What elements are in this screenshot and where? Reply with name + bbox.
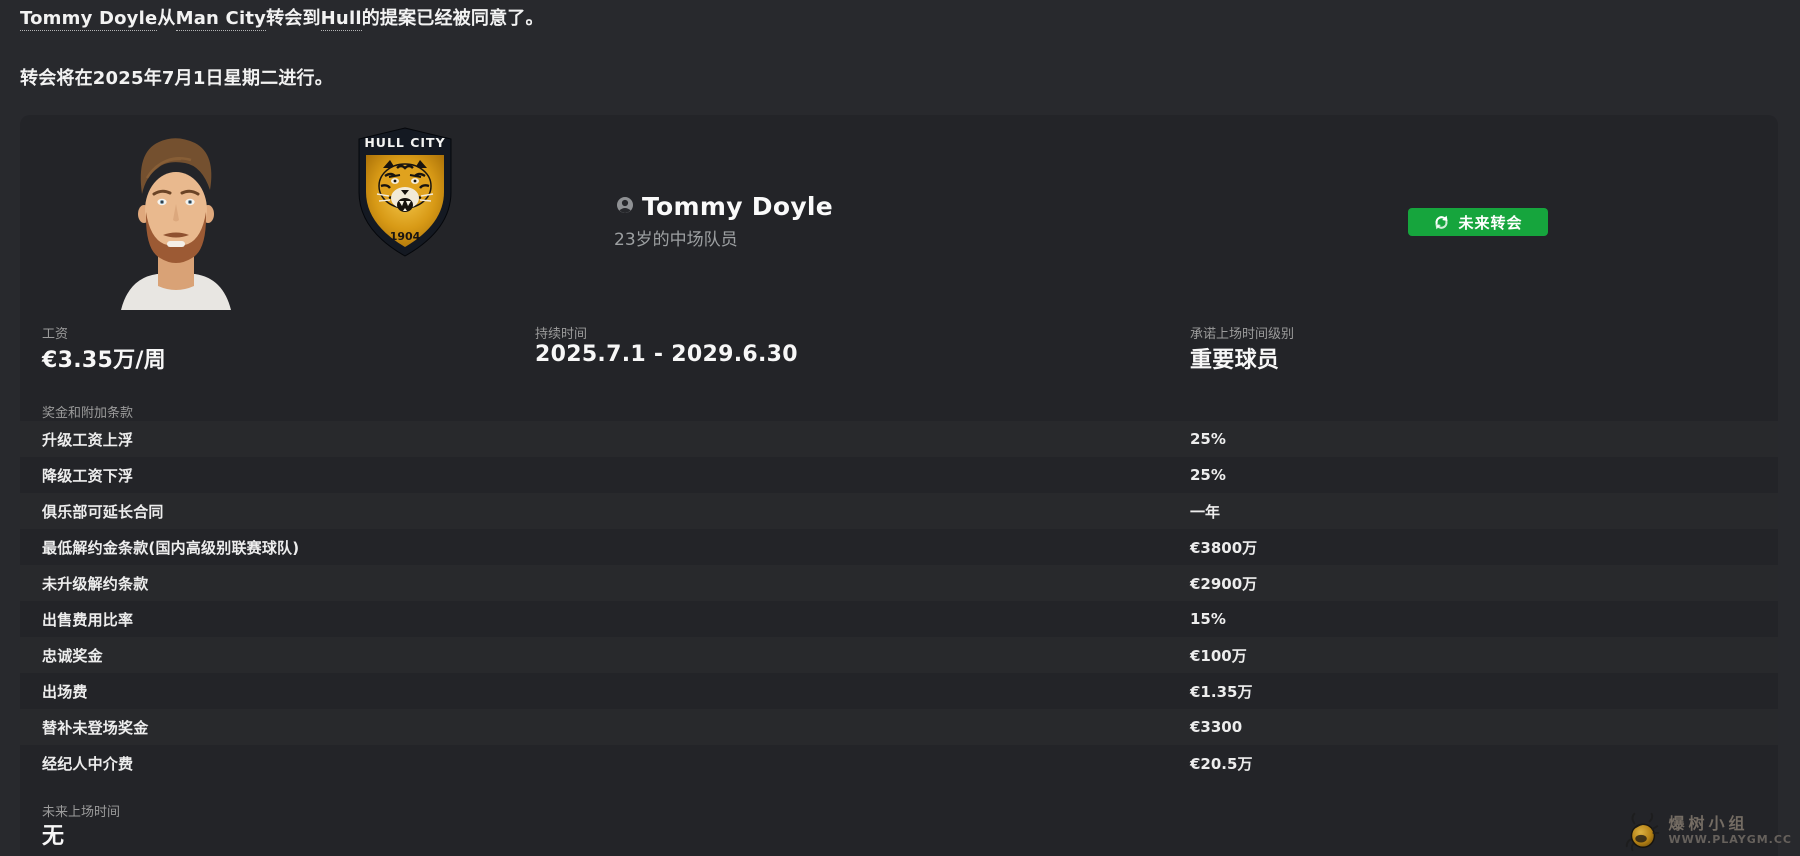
row-label: 升级工资上浮 — [42, 430, 134, 449]
headline-text: 从 — [157, 8, 176, 29]
watermark-group-name: 爆树小组 — [1668, 814, 1749, 834]
row-label: 出售费用比率 — [42, 610, 134, 629]
row-value: 25% — [1190, 430, 1226, 448]
transfer-date-line: 转会将在2025年7月1日星期二进行。 — [20, 68, 333, 89]
row-label: 出场费 — [42, 682, 88, 701]
row-label: 未升级解约条款 — [42, 574, 149, 593]
row-value: 15% — [1190, 610, 1226, 628]
table-row: 出场费 €1.35万 — [20, 673, 1778, 709]
transfer-agreed-headline: Tommy Doyle从Man City转会到Hull的提案已经被同意了。 — [20, 6, 544, 32]
watermark: 爆树小组 WWW.PLAYGM.CC — [1621, 810, 1792, 852]
table-row: 忠诚奖金 €100万 — [20, 637, 1778, 673]
table-row: 出售费用比率 15% — [20, 601, 1778, 637]
table-row: 俱乐部可延长合同 一年 — [20, 493, 1778, 529]
row-label: 忠诚奖金 — [42, 646, 103, 665]
table-row: 最低解约金条款(国内高级别联赛球队) €3800万 — [20, 529, 1778, 565]
person-icon — [617, 197, 633, 213]
playing-time-value: 重要球员 — [1190, 348, 1280, 373]
row-value: €2900万 — [1190, 574, 1258, 593]
watermark-logo-icon — [1625, 812, 1659, 852]
row-value: €1.35万 — [1190, 682, 1253, 701]
row-label: 最低解约金条款(国内高级别联赛球队) — [42, 538, 300, 557]
future-playing-time-label: 未来上场时间 — [42, 805, 121, 820]
row-value: €3800万 — [1190, 538, 1258, 557]
duration-label: 持续时间 — [535, 327, 588, 342]
bonus-section-title: 奖金和附加条款 — [42, 406, 134, 421]
hull-city-badge: HULL CITY 1904 — [358, 127, 452, 257]
wage-label: 工资 — [42, 327, 69, 342]
table-row: 经纪人中介费 €20.5万 — [20, 745, 1778, 781]
row-value: 25% — [1190, 466, 1226, 484]
table-row: 替补未登场奖金 €3300 — [20, 709, 1778, 745]
player-photo — [121, 138, 231, 310]
table-row: 升级工资上浮 25% — [20, 421, 1778, 457]
headline-text: 转会到 — [266, 8, 321, 29]
player-description: 23岁的中场队员 — [614, 230, 738, 250]
badge-club-name: HULL CITY — [364, 135, 445, 150]
player-link[interactable]: Tommy Doyle — [20, 8, 158, 31]
player-name: Tommy Doyle — [642, 192, 834, 221]
playing-time-label: 承诺上场时间级别 — [1190, 327, 1295, 342]
row-value: €100万 — [1190, 646, 1247, 665]
row-label: 替补未登场奖金 — [42, 718, 149, 737]
future-transfer-button[interactable]: 未来转会 — [1408, 208, 1548, 236]
future-playing-time-value: 无 — [42, 824, 65, 849]
badge-year: 1904 — [390, 230, 421, 243]
watermark-url: WWW.PLAYGM.CC — [1668, 832, 1792, 846]
transfer-details-panel: HULL CITY 1904 Tommy Doyle 23岁的中场队员 未来转会 — [20, 115, 1778, 856]
headline-text: 的提案已经被同意了。 — [361, 8, 544, 29]
sync-icon — [1435, 215, 1449, 229]
row-value: €20.5万 — [1190, 754, 1253, 773]
wage-value: €3.35万/周 — [42, 348, 167, 373]
row-label: 降级工资下浮 — [42, 466, 134, 485]
bonus-table: 升级工资上浮 25% 降级工资下浮 25% 俱乐部可延长合同 一年 最低解约金条… — [20, 421, 1778, 781]
table-row: 降级工资下浮 25% — [20, 457, 1778, 493]
row-value: 一年 — [1190, 502, 1221, 521]
row-label: 经纪人中介费 — [42, 754, 134, 773]
row-value: €3300 — [1190, 718, 1243, 736]
row-label: 俱乐部可延长合同 — [42, 502, 164, 521]
future-transfer-label: 未来转会 — [1458, 213, 1523, 232]
selling-club-link[interactable]: Man City — [175, 8, 267, 31]
buying-club-link[interactable]: Hull — [320, 8, 362, 31]
duration-value: 2025.7.1 - 2029.6.30 — [535, 342, 798, 367]
table-row: 未升级解约条款 €2900万 — [20, 565, 1778, 601]
